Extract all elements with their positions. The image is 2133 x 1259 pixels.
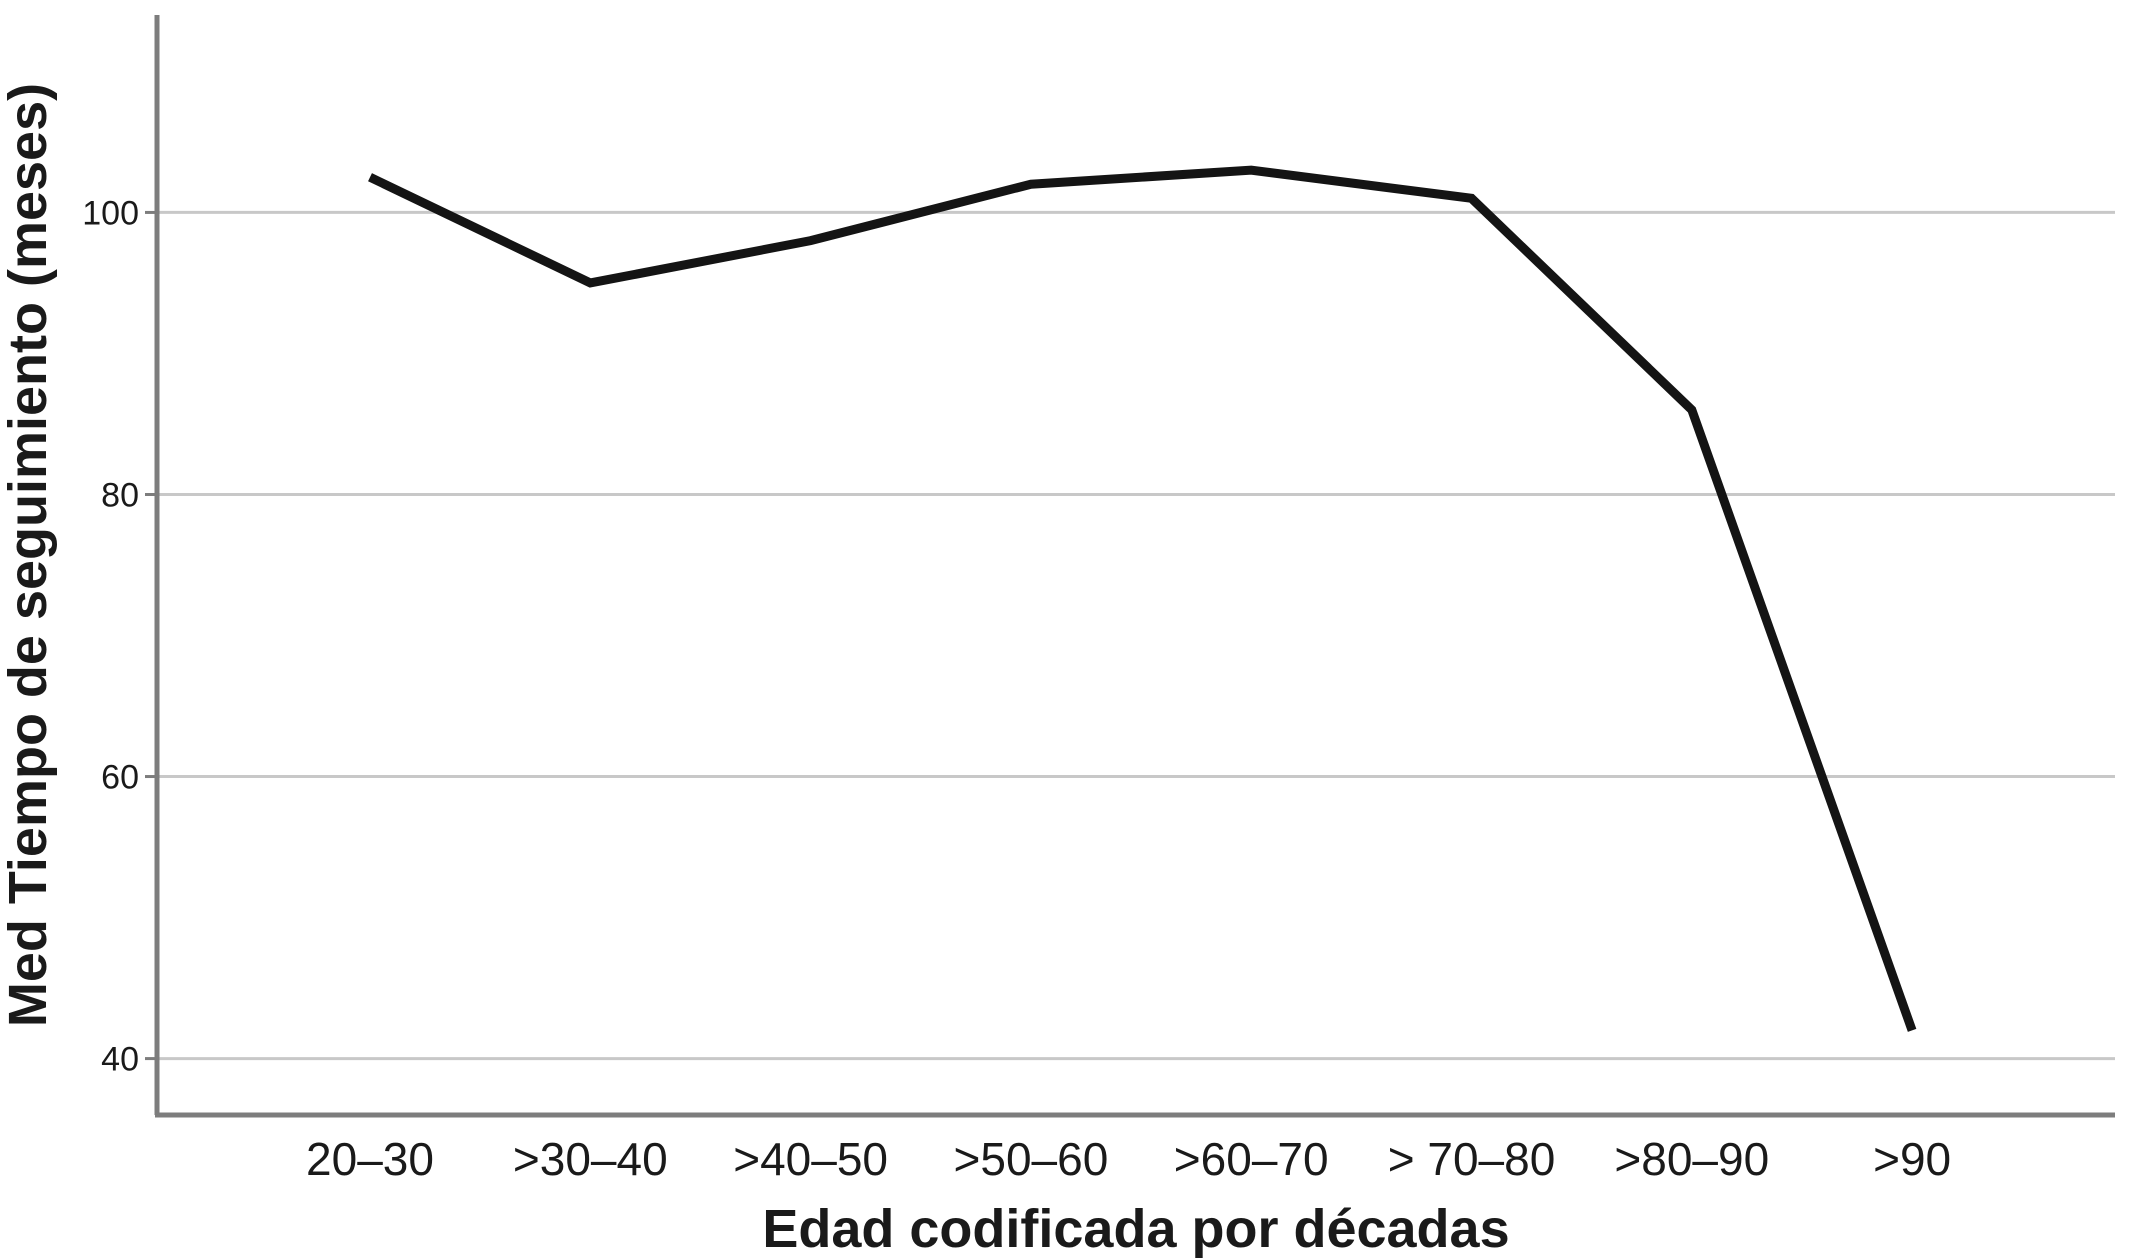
x-tick-labels: 20–30 >30–40 >40–50 >50–60 >60–70 > 70–80 >80–…	[306, 1133, 1951, 1185]
y-tick-label: 80	[101, 476, 139, 514]
y-tick-label: 40	[101, 1041, 139, 1079]
data-line	[368, 165, 1917, 1032]
x-tick-label: >50–60	[954, 1133, 1109, 1185]
x-tick-label: 20–30	[306, 1133, 434, 1185]
x-tick-label: >40–50	[733, 1133, 888, 1185]
gridlines	[157, 210, 2115, 1061]
y-tick-label: 100	[82, 194, 139, 232]
x-tick-label: >60–70	[1174, 1133, 1329, 1185]
axes	[145, 15, 2115, 1118]
x-tick-label: >90	[1873, 1133, 1951, 1185]
x-tick-label: >30–40	[513, 1133, 668, 1185]
x-axis-title: Edad codificada por décadas	[762, 1199, 1509, 1259]
y-axis-title: Med Tiempo de seguimiento (meses)	[0, 83, 58, 1027]
y-tick-labels: 40 60 80 100	[82, 194, 139, 1078]
y-tick-label: 60	[101, 759, 139, 797]
data-series	[368, 165, 1917, 1032]
x-tick-label: > 70–80	[1388, 1133, 1556, 1185]
x-tick-label: >80–90	[1614, 1133, 1769, 1185]
